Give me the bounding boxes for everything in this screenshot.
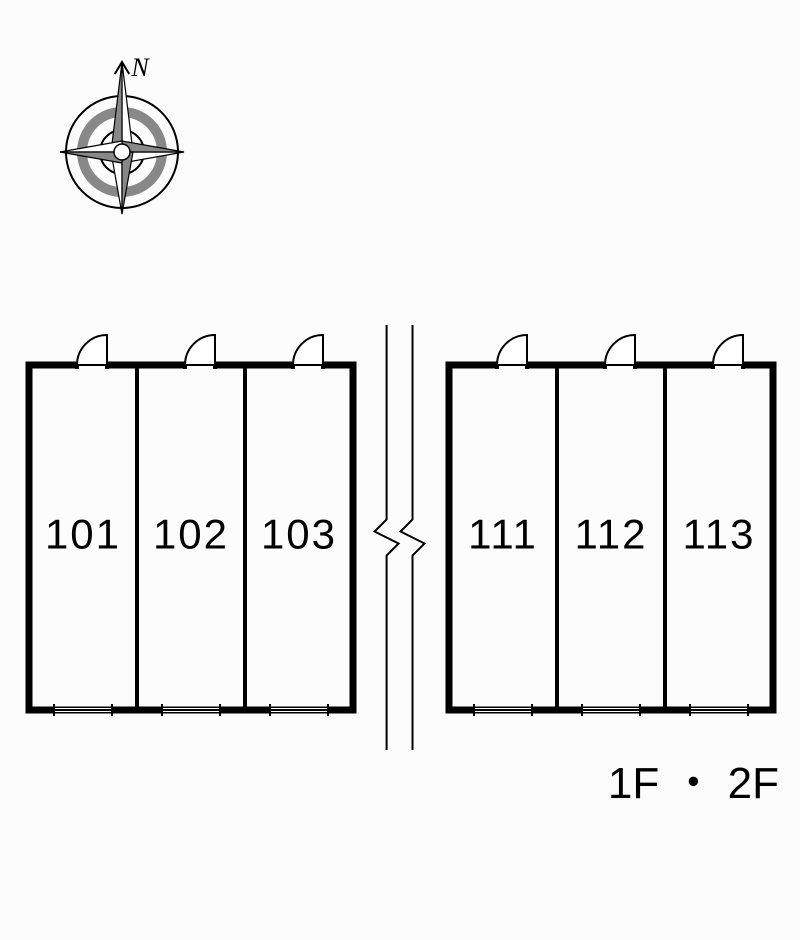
unit-label: 102	[153, 511, 229, 558]
unit-label: 112	[575, 511, 648, 558]
unit-label: 103	[261, 511, 337, 558]
compass-north-label: N	[130, 53, 150, 82]
floorplan-diagram: N 101 102 103 111 112 113 1F ・ 2F	[0, 0, 800, 940]
unit-label: 111	[468, 511, 538, 558]
unit-label: 101	[45, 511, 121, 558]
unit-label: 113	[683, 511, 756, 558]
floorplan: 101 102 103 111 112 113 1F ・ 2F	[29, 325, 779, 808]
floor-label: 1F ・ 2F	[608, 759, 779, 808]
compass-icon: N	[60, 53, 184, 214]
